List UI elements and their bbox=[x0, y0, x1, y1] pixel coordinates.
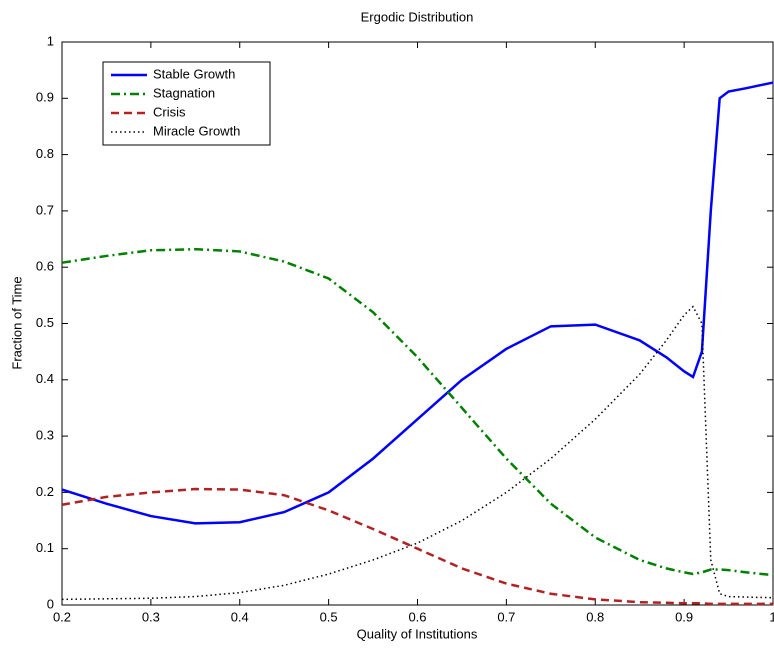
y-tick-label: 0.7 bbox=[36, 202, 54, 217]
series-line bbox=[61, 81, 774, 525]
x-tick-label: 0.8 bbox=[586, 609, 604, 624]
y-tick-label: 0.5 bbox=[36, 315, 54, 330]
series-line bbox=[61, 305, 774, 601]
x-tick-label: 0.3 bbox=[142, 609, 160, 624]
y-tick-label: 0 bbox=[47, 596, 54, 611]
x-tick-label: 0.9 bbox=[675, 609, 693, 624]
y-tick-label: 0.2 bbox=[36, 484, 54, 499]
y-tick-label: 0.1 bbox=[36, 540, 54, 555]
y-tick-label: 0.3 bbox=[36, 428, 54, 443]
x-tick-label: 0.4 bbox=[231, 609, 249, 624]
y-tick-label: 0.8 bbox=[36, 146, 54, 161]
legend-label: Stable Growth bbox=[153, 66, 235, 81]
y-tick-label: 0.4 bbox=[36, 371, 54, 386]
y-tick-label: 1 bbox=[47, 33, 54, 48]
y-tick-label: 0.6 bbox=[36, 259, 54, 274]
x-tick-label: 0.7 bbox=[497, 609, 515, 624]
legend-label: Stagnation bbox=[153, 85, 215, 100]
legend-label: Miracle Growth bbox=[153, 123, 240, 138]
x-tick-label: 0.6 bbox=[408, 609, 426, 624]
chart-title: Ergodic Distribution bbox=[361, 9, 474, 24]
series-line bbox=[61, 487, 773, 606]
x-axis-label: Quality of Institutions bbox=[357, 626, 478, 641]
legend-label: Crisis bbox=[153, 104, 186, 119]
x-tick-label: 0.5 bbox=[320, 609, 338, 624]
x-tick-label: 0.2 bbox=[53, 609, 71, 624]
legend-box bbox=[102, 61, 271, 146]
x-tick-label: 1 bbox=[769, 609, 774, 624]
series-line bbox=[61, 247, 774, 577]
y-axis-label: Fraction of Time bbox=[9, 276, 24, 369]
y-tick-label: 0.9 bbox=[36, 90, 54, 105]
